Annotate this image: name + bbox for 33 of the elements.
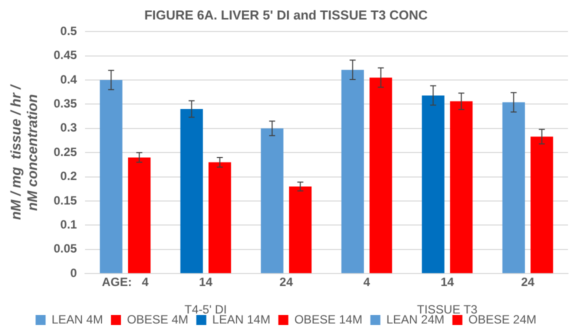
y-tick-label: 0.45 bbox=[54, 48, 78, 62]
legend-label: OBESE 14M bbox=[294, 312, 362, 326]
bar bbox=[289, 186, 312, 274]
y-tick-label: 0.35 bbox=[54, 96, 78, 111]
y-tick-label: 0 bbox=[70, 266, 78, 280]
x-tick-label: 24 bbox=[280, 275, 294, 290]
bar bbox=[422, 95, 444, 274]
bar bbox=[370, 78, 392, 274]
bar bbox=[180, 109, 203, 274]
x-tick-label: 14 bbox=[199, 275, 213, 290]
y-tick-label: 0.25 bbox=[54, 144, 78, 159]
bar bbox=[530, 136, 554, 274]
x-tick-label: AGE: 4 bbox=[102, 275, 149, 290]
y-tick-label: 0.1 bbox=[60, 218, 78, 232]
x-tick-label: 4 bbox=[363, 275, 370, 290]
y-tick-label: 0.05 bbox=[54, 242, 78, 256]
y-tick-label: 0.3 bbox=[60, 120, 78, 135]
x-tick-label: 14 bbox=[440, 275, 454, 290]
bar bbox=[128, 157, 151, 274]
y-tick-label: 0.15 bbox=[54, 193, 78, 208]
y-tick-label: 0.5 bbox=[60, 24, 78, 38]
bar bbox=[260, 128, 284, 274]
y-tick-label: 0.2 bbox=[60, 169, 78, 184]
bar bbox=[341, 70, 364, 274]
y-tick-label: 0.4 bbox=[60, 72, 78, 86]
bar bbox=[502, 102, 525, 274]
bar bbox=[208, 162, 232, 274]
chart-title: FIGURE 6A. LIVER 5' DI and TISSUE T3 CONC bbox=[144, 7, 428, 22]
bar bbox=[450, 101, 473, 274]
x-tick-label: 24 bbox=[521, 275, 535, 290]
legend-label: LEAN 4M bbox=[52, 312, 103, 326]
bar bbox=[100, 80, 122, 274]
y-axis-title: nM / mg tissue / hr / nM concentration bbox=[7, 83, 40, 220]
